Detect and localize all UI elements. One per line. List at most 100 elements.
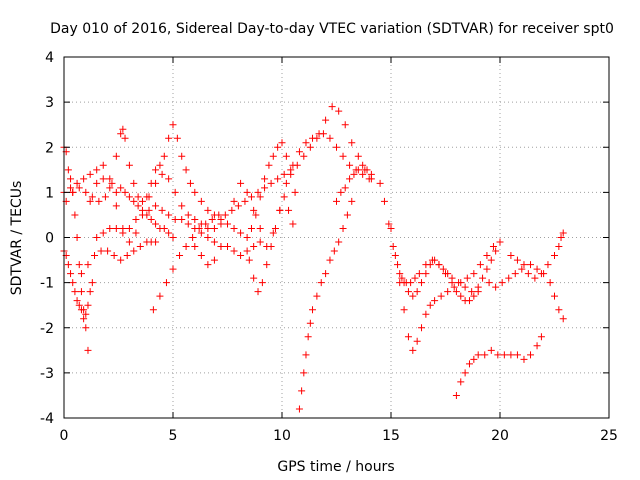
data-point <box>191 243 199 251</box>
data-point <box>71 288 79 296</box>
data-point <box>215 211 223 219</box>
data-point <box>119 125 127 133</box>
data-point <box>210 224 218 232</box>
data-point <box>435 261 443 269</box>
data-point <box>112 188 120 196</box>
data-point <box>73 179 81 187</box>
data-point <box>513 351 521 359</box>
data-point <box>551 252 558 260</box>
data-point <box>337 188 345 196</box>
data-point <box>104 247 112 255</box>
data-point <box>224 220 231 228</box>
data-point <box>511 270 519 278</box>
data-point <box>75 301 83 309</box>
data-point <box>93 166 101 174</box>
data-point <box>546 279 554 287</box>
data-point <box>217 243 225 251</box>
data-point <box>524 270 532 278</box>
data-point <box>252 211 260 219</box>
data-point <box>306 143 314 151</box>
series-arc-s <box>507 252 567 323</box>
data-point <box>160 224 168 232</box>
data-point <box>71 211 79 219</box>
data-point <box>182 243 190 251</box>
data-point <box>84 346 92 354</box>
data-point <box>470 355 478 363</box>
y-tick-label: -1 <box>40 276 54 292</box>
data-point <box>457 378 465 386</box>
data-point <box>162 279 170 287</box>
data-point <box>171 188 179 196</box>
data-point <box>533 265 541 273</box>
data-point <box>492 283 500 291</box>
data-point <box>518 265 526 273</box>
data-point <box>431 256 439 264</box>
data-point <box>335 238 343 246</box>
data-point <box>289 220 297 228</box>
data-point <box>119 229 127 237</box>
data-point <box>474 283 482 291</box>
y-tick-label: -4 <box>40 411 54 427</box>
data-point <box>77 270 85 278</box>
data-point <box>197 197 205 205</box>
data-point <box>520 355 528 363</box>
y-tick-label: 1 <box>45 185 54 201</box>
data-point <box>84 261 92 269</box>
data-point <box>282 179 290 187</box>
data-point <box>348 139 356 147</box>
data-point <box>147 215 155 223</box>
data-point <box>350 170 358 178</box>
series-arc-d <box>62 121 251 241</box>
data-point <box>507 252 515 260</box>
data-point <box>448 279 456 287</box>
data-point <box>465 297 473 305</box>
data-point <box>208 215 216 223</box>
data-point <box>557 234 565 241</box>
data-point <box>271 224 279 232</box>
data-point <box>88 193 96 201</box>
series-arc-r <box>485 229 567 291</box>
data-point <box>426 301 434 309</box>
data-point <box>130 197 138 205</box>
data-point <box>130 247 138 255</box>
data-point <box>450 283 458 291</box>
data-point <box>95 197 103 205</box>
data-point <box>544 261 552 269</box>
data-point <box>224 243 231 251</box>
data-point <box>130 179 138 187</box>
data-point <box>152 179 160 187</box>
data-point <box>389 243 397 251</box>
data-point <box>269 229 277 237</box>
data-point <box>400 279 408 287</box>
data-point <box>69 279 77 287</box>
data-point <box>182 166 190 174</box>
data-point <box>204 224 212 232</box>
data-point <box>191 215 199 223</box>
data-point <box>247 224 255 232</box>
data-point <box>359 170 367 178</box>
data-point <box>138 211 146 219</box>
data-point <box>313 292 321 300</box>
data-point <box>289 161 297 169</box>
data-point <box>230 247 238 255</box>
data-point <box>367 170 375 178</box>
data-point <box>173 134 181 142</box>
data-point <box>452 288 460 296</box>
data-point <box>237 252 245 260</box>
data-point <box>309 134 317 142</box>
x-tick-label: 10 <box>273 428 291 444</box>
data-point <box>409 292 417 300</box>
data-point <box>77 306 85 314</box>
data-point <box>243 188 251 196</box>
data-point <box>101 193 109 201</box>
data-point <box>470 270 478 278</box>
data-point <box>465 360 473 368</box>
data-point <box>67 184 75 192</box>
y-tick-label: 4 <box>45 50 54 66</box>
data-point <box>189 234 197 241</box>
data-point <box>263 261 271 269</box>
data-point <box>274 175 282 183</box>
data-point <box>533 342 541 350</box>
data-point <box>348 197 356 205</box>
